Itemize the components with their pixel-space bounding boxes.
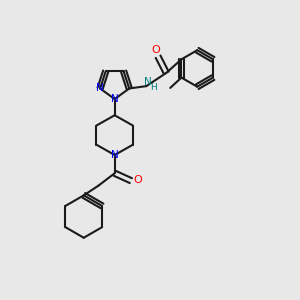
Text: N: N [111,150,119,160]
Text: N: N [144,77,152,87]
Text: H: H [150,83,157,92]
Text: N: N [111,94,119,104]
Text: N: N [96,83,104,94]
Text: O: O [133,175,142,185]
Text: O: O [152,45,160,55]
